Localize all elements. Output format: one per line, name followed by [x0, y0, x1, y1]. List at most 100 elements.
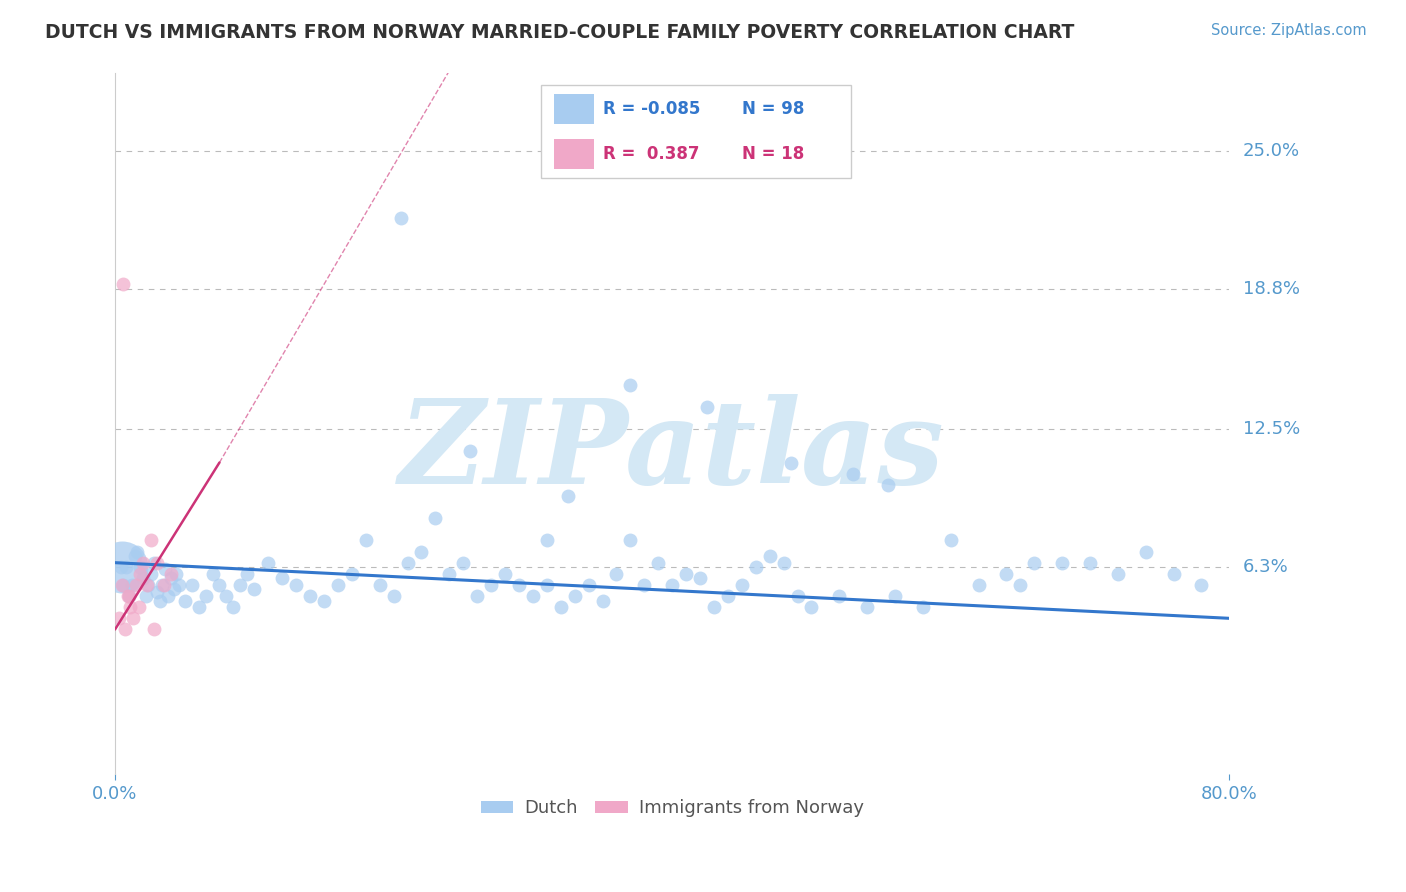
Point: [125, 578, 148, 592]
Text: 18.8%: 18.8%: [1243, 280, 1299, 298]
Text: N = 18: N = 18: [742, 145, 804, 163]
Point: [159, 566, 181, 581]
Point: [536, 533, 558, 548]
Point: [619, 533, 641, 548]
Point: [731, 578, 754, 592]
Point: [1078, 556, 1101, 570]
Point: [494, 566, 516, 581]
Point: [150, 578, 173, 592]
Point: [141, 533, 163, 548]
Point: [112, 578, 135, 592]
Point: [326, 578, 349, 592]
Point: [152, 578, 174, 592]
Point: [236, 566, 259, 581]
Point: [128, 600, 150, 615]
Point: [124, 549, 146, 563]
Text: 6.3%: 6.3%: [1243, 558, 1288, 576]
Point: [187, 600, 209, 615]
Point: [508, 578, 530, 592]
Point: [703, 600, 725, 615]
Point: [111, 560, 134, 574]
Point: [111, 578, 134, 592]
Point: [180, 578, 202, 592]
Point: [884, 589, 907, 603]
Point: [856, 600, 879, 615]
Point: [633, 578, 655, 592]
Point: [159, 571, 181, 585]
Point: [132, 571, 155, 585]
Legend: Dutch, Immigrants from Norway: Dutch, Immigrants from Norway: [474, 792, 870, 825]
Point: [744, 560, 766, 574]
Point: [1010, 578, 1032, 592]
Point: [257, 556, 280, 570]
Point: [138, 578, 160, 592]
Point: [451, 556, 474, 570]
Point: [118, 589, 141, 603]
Bar: [554, 95, 593, 124]
Point: [828, 589, 851, 603]
Point: [647, 556, 669, 570]
Point: [129, 566, 152, 581]
Point: [689, 571, 711, 585]
Point: [165, 566, 187, 581]
Point: [112, 277, 135, 292]
Point: [786, 589, 808, 603]
Point: [717, 589, 740, 603]
Point: [312, 593, 335, 607]
Point: [129, 560, 152, 574]
Point: [229, 578, 252, 592]
Point: [127, 544, 149, 558]
Point: [194, 589, 217, 603]
Point: [135, 589, 157, 603]
Point: [162, 582, 184, 597]
Point: [479, 578, 502, 592]
Point: [143, 623, 166, 637]
Point: [1163, 566, 1185, 581]
Point: [153, 562, 176, 576]
Point: [117, 589, 139, 603]
Point: [243, 582, 266, 597]
Point: [772, 556, 794, 570]
Point: [285, 578, 308, 592]
Point: [522, 589, 544, 603]
Point: [115, 560, 138, 574]
Point: [758, 549, 780, 563]
Point: [911, 600, 934, 615]
Point: [842, 467, 865, 481]
Point: [340, 566, 363, 581]
Point: [619, 377, 641, 392]
Text: ZIPatlas: ZIPatlas: [399, 394, 945, 508]
Text: R = -0.085: R = -0.085: [603, 100, 700, 118]
Point: [201, 566, 224, 581]
Point: [120, 600, 142, 615]
Point: [118, 589, 141, 603]
Point: [675, 566, 697, 581]
Point: [995, 566, 1018, 581]
Point: [368, 578, 391, 592]
Point: [536, 578, 558, 592]
Point: [1024, 556, 1046, 570]
Point: [1050, 556, 1073, 570]
Point: [396, 556, 419, 570]
Point: [779, 456, 801, 470]
Text: N = 98: N = 98: [742, 100, 804, 118]
Point: [110, 560, 132, 574]
Point: [146, 556, 169, 570]
Point: [143, 556, 166, 570]
Point: [439, 566, 461, 581]
Point: [465, 589, 488, 603]
Point: [661, 578, 683, 592]
Point: [696, 400, 718, 414]
Text: 25.0%: 25.0%: [1243, 142, 1299, 160]
Point: [271, 571, 294, 585]
Point: [550, 600, 572, 615]
Point: [146, 584, 169, 599]
Point: [215, 589, 238, 603]
Point: [877, 477, 900, 491]
Point: [382, 589, 405, 603]
Point: [136, 578, 159, 592]
Point: [605, 566, 627, 581]
Point: [564, 589, 586, 603]
Point: [1107, 566, 1129, 581]
Text: Source: ZipAtlas.com: Source: ZipAtlas.com: [1211, 23, 1367, 38]
